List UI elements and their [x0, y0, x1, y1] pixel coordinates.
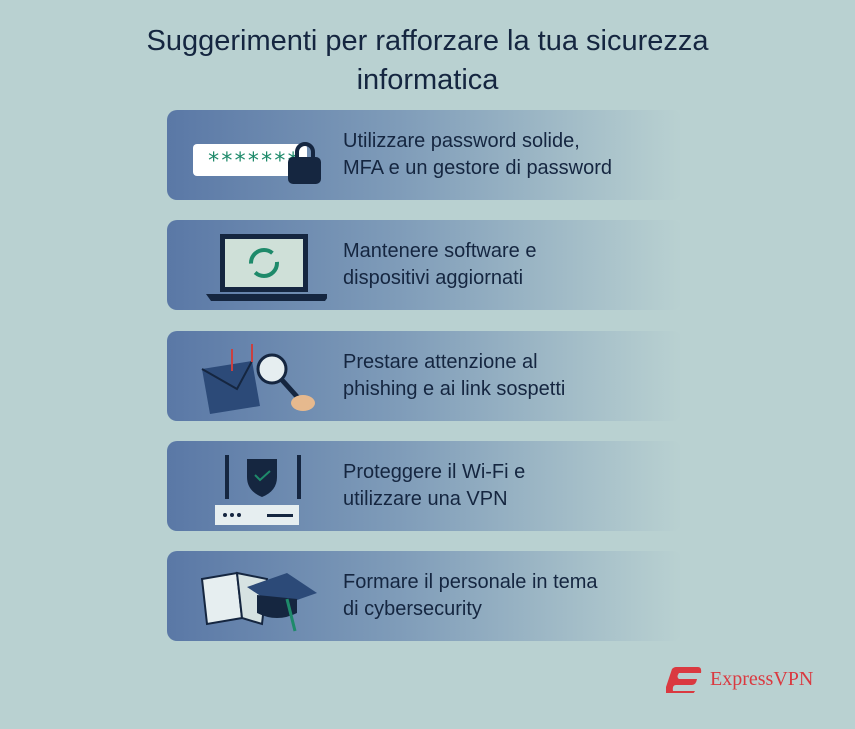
expressvpn-logo: ExpressVPN	[666, 665, 813, 693]
password-lock-icon: *******	[193, 142, 321, 184]
tip-text: Utilizzare password solide,	[343, 130, 580, 152]
tip-text: di cybersecurity	[343, 598, 482, 620]
book-graduation-cap-icon	[200, 571, 317, 632]
tip-text: phishing e ai link sospetti	[343, 378, 566, 400]
phishing-magnifier-icon	[201, 344, 315, 414]
tip-card-phishing: Prestare attenzione al phishing e ai link…	[167, 331, 682, 421]
tip-text: Prestare attenzione al	[343, 351, 538, 373]
page-title: Suggerimenti per rafforzare la tua sicur…	[0, 22, 855, 100]
tip-text: utilizzare una VPN	[343, 488, 508, 510]
tip-text: dispositivi aggiornati	[343, 267, 524, 289]
expressvpn-logo-icon	[666, 667, 702, 693]
brand-name: ExpressVPN	[710, 667, 814, 690]
tip-card-passwords: ******* Utilizzare password solide, MFA e…	[167, 110, 682, 200]
tip-text: MFA e un gestore di password	[343, 157, 613, 179]
title-line-2: informatica	[356, 64, 499, 96]
tip-text: Proteggere il Wi-Fi e	[343, 461, 526, 483]
router-shield-icon	[215, 455, 301, 525]
tip-card-wifi-vpn: Proteggere il Wi-Fi e utilizzare una VPN	[167, 441, 682, 531]
tip-text: Mantenere software e	[343, 240, 537, 262]
tip-text: Formare il personale in tema	[343, 571, 598, 593]
tip-card-training: Formare il personale in tema di cybersecu…	[167, 551, 682, 641]
title-line-1: Suggerimenti per rafforzare la tua sicur…	[146, 25, 709, 57]
laptop-update-icon	[206, 234, 327, 301]
svg-text:*******: *******	[207, 149, 300, 174]
tip-card-updates: Mantenere software e dispositivi aggiorna…	[167, 220, 682, 310]
